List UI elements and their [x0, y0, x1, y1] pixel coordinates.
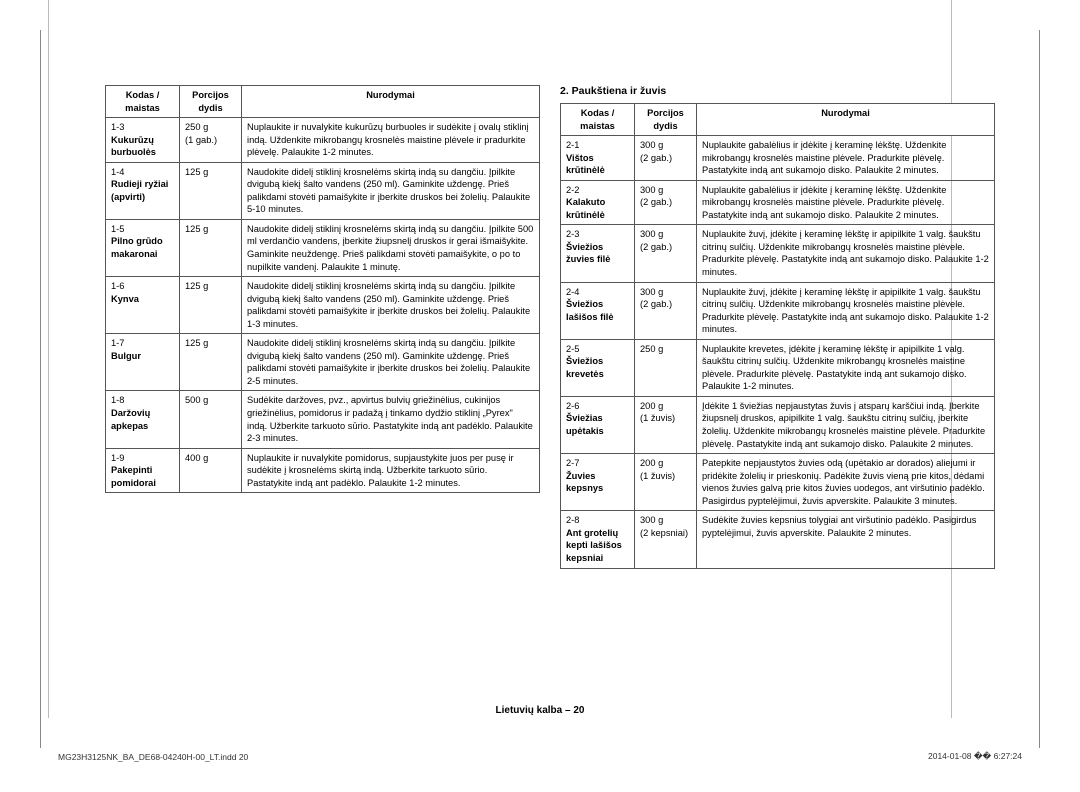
cell-inst: Naudokite didelį stiklinį krosnelėms ski…: [242, 162, 540, 219]
table-row: 2-4Šviežios lašišos filė300 g(2 gab.)Nup…: [561, 282, 995, 339]
cell-portion: 200 g(1 žuvis): [635, 396, 697, 453]
cell-code: 2-5Šviežios krevetės: [561, 339, 635, 396]
cell-code: 1-7Bulgur: [106, 334, 180, 391]
table-row: 2-6Šviežias upėtakis200 g(1 žuvis)Įdėkit…: [561, 396, 995, 453]
cell-portion: 500 g: [180, 391, 242, 448]
cell-portion: 250 g: [635, 339, 697, 396]
cell-portion: 400 g: [180, 448, 242, 493]
th-portion: Porcijos dydis: [180, 86, 242, 118]
cell-code: 2-1Vištos krūtinėlė: [561, 136, 635, 181]
section-2-title: 2. Paukštiena ir žuvis: [560, 85, 995, 97]
cell-inst: Įdėkite 1 šviežias nepjaustytas žuvis į …: [697, 396, 995, 453]
th-code: Kodas / maistas: [106, 86, 180, 118]
th-portion: Porcijos dydis: [635, 104, 697, 136]
cell-inst: Nuplaukite krevetes, įdėkite į keraminę …: [697, 339, 995, 396]
cell-inst: Nuplaukite žuvį, įdėkite į keraminę lėkš…: [697, 282, 995, 339]
cell-inst: Naudokite didelį stiklinį krosnelėms ski…: [242, 277, 540, 334]
table-1: Kodas / maistas Porcijos dydis Nurodymai…: [105, 85, 540, 493]
table-row: 2-1Vištos krūtinėlė300 g(2 gab.)Nuplauki…: [561, 136, 995, 181]
table-row: 2-5Šviežios krevetės250 gNuplaukite krev…: [561, 339, 995, 396]
cell-inst: Naudokite didelį stiklinį krosnelėms ski…: [242, 334, 540, 391]
table-row: 2-8Ant grotelių kepti lašišos kepsniai30…: [561, 511, 995, 568]
cell-inst: Nuplaukite gabalėlius ir įdėkite į keram…: [697, 136, 995, 181]
cell-code: 1-5Pilno grūdo makaronai: [106, 219, 180, 276]
cell-portion: 300 g(2 kepsniai): [635, 511, 697, 568]
table-row: 2-7Žuvies kepsnys200 g(1 žuvis)Patepkite…: [561, 454, 995, 511]
cell-inst: Nuplaukite ir nuvalykite kukurūzų burbuo…: [242, 118, 540, 163]
cell-code: 1-9Pakepinti pomidorai: [106, 448, 180, 493]
cell-code: 2-2Kalakuto krūtinėlė: [561, 180, 635, 225]
table-2-body: 2-1Vištos krūtinėlė300 g(2 gab.)Nuplauki…: [561, 136, 995, 568]
cell-code: 2-6Šviežias upėtakis: [561, 396, 635, 453]
left-column: Kodas / maistas Porcijos dydis Nurodymai…: [105, 85, 540, 569]
cell-code: 2-4Šviežios lašišos filė: [561, 282, 635, 339]
table-row: 2-3Šviežios žuvies filė300 g(2 gab.)Nupl…: [561, 225, 995, 282]
cell-inst: Nuplaukite žuvį, įdėkite į keraminę lėkš…: [697, 225, 995, 282]
footer-left: MG23H3125NK_BA_DE68-04240H-00_LT.indd 20: [58, 752, 248, 762]
table-1-body: 1-3Kukurūzų burbuolės250 g(1 gab.)Nuplau…: [106, 118, 540, 493]
th-code: Kodas / maistas: [561, 104, 635, 136]
th-inst: Nurodymai: [697, 104, 995, 136]
table-row: 1-5Pilno grūdo makaronai125 gNaudokite d…: [106, 219, 540, 276]
cell-inst: Sudėkite daržoves, pvz., apvirtus bulvių…: [242, 391, 540, 448]
cell-portion: 300 g(2 gab.): [635, 282, 697, 339]
cell-inst: Nuplaukite ir nuvalykite pomidorus, supj…: [242, 448, 540, 493]
table-row: 2-2Kalakuto krūtinėlė300 g(2 gab.)Nuplau…: [561, 180, 995, 225]
cell-code: 1-3Kukurūzų burbuolės: [106, 118, 180, 163]
right-column: 2. Paukštiena ir žuvis Kodas / maistas P…: [560, 85, 995, 569]
table-row: 1-6Kynva125 gNaudokite didelį stiklinį k…: [106, 277, 540, 334]
cell-portion: 125 g: [180, 277, 242, 334]
cell-portion: 300 g(2 gab.): [635, 225, 697, 282]
cell-code: 2-7Žuvies kepsnys: [561, 454, 635, 511]
cell-portion: 125 g: [180, 334, 242, 391]
table-row: 1-4Rudieji ryžiai (apvirti)125 gNaudokit…: [106, 162, 540, 219]
cell-inst: Sudėkite žuvies kepsnius tolygiai ant vi…: [697, 511, 995, 568]
page-number: Lietuvių kalba – 20: [0, 705, 1080, 716]
cell-code: 1-8Daržovių apkepas: [106, 391, 180, 448]
cell-portion: 300 g(2 gab.): [635, 136, 697, 181]
th-inst: Nurodymai: [242, 86, 540, 118]
footer-right: 2014-01-08 �� 6:27:24: [928, 751, 1022, 762]
main-content: Kodas / maistas Porcijos dydis Nurodymai…: [105, 85, 995, 569]
cell-inst: Patepkite nepjaustytos žuvies odą (upėta…: [697, 454, 995, 511]
cell-code: 2-3Šviežios žuvies filė: [561, 225, 635, 282]
cell-portion: 200 g(1 žuvis): [635, 454, 697, 511]
cell-portion: 300 g(2 gab.): [635, 180, 697, 225]
table-row: 1-8Daržovių apkepas500 gSudėkite daržove…: [106, 391, 540, 448]
table-row: 1-3Kukurūzų burbuolės250 g(1 gab.)Nuplau…: [106, 118, 540, 163]
cell-portion: 250 g(1 gab.): [180, 118, 242, 163]
table-row: 1-9Pakepinti pomidorai400 gNuplaukite ir…: [106, 448, 540, 493]
cell-portion: 125 g: [180, 219, 242, 276]
table-row: 1-7Bulgur125 gNaudokite didelį stiklinį …: [106, 334, 540, 391]
cell-code: 1-6Kynva: [106, 277, 180, 334]
cell-portion: 125 g: [180, 162, 242, 219]
cell-inst: Naudokite didelį stiklinį krosnelėms ski…: [242, 219, 540, 276]
cell-code: 2-8Ant grotelių kepti lašišos kepsniai: [561, 511, 635, 568]
cell-code: 1-4Rudieji ryžiai (apvirti): [106, 162, 180, 219]
cell-inst: Nuplaukite gabalėlius ir įdėkite į keram…: [697, 180, 995, 225]
table-2: Kodas / maistas Porcijos dydis Nurodymai…: [560, 103, 995, 569]
